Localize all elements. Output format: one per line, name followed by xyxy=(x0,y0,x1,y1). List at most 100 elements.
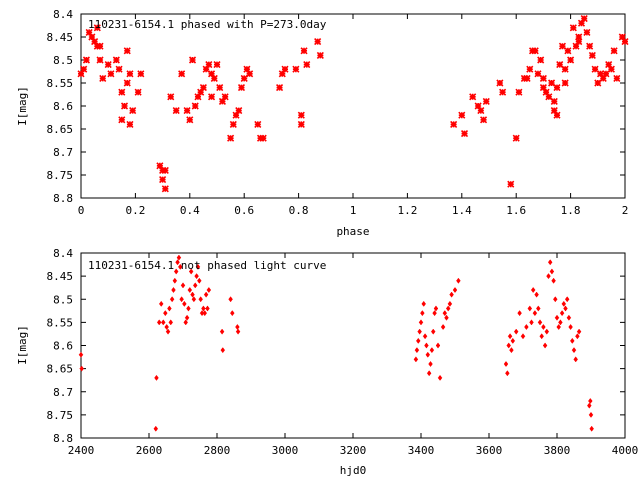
phased-data-point xyxy=(583,28,591,36)
unphased-data-point xyxy=(175,259,180,266)
phased-data-point xyxy=(575,38,583,46)
phased-x-tick-label: 0.2 xyxy=(125,204,145,217)
phased-data-point xyxy=(120,102,129,110)
phased-data-point xyxy=(235,107,243,115)
unphased-data-point xyxy=(554,314,560,321)
unphased-data-point xyxy=(447,300,453,307)
unphased-data-point xyxy=(588,411,594,418)
unphased-x-tick-label: 3400 xyxy=(408,444,435,457)
unphased-data-point xyxy=(568,323,573,331)
phased-data-point xyxy=(254,120,262,128)
unphased-y-tick-label: 8.55 xyxy=(47,316,74,329)
phased-data-point xyxy=(474,102,482,110)
unphased-y-tick-label: 8.6 xyxy=(53,340,73,353)
phased-data-point xyxy=(515,88,523,96)
unphased-data-point xyxy=(503,360,509,368)
unphased-data-point xyxy=(449,291,454,298)
unphased-data-point xyxy=(435,342,441,349)
unphased-data-point xyxy=(532,310,538,317)
unphased-data-point xyxy=(235,328,241,335)
unphased-data-point xyxy=(192,282,198,289)
phased-x-tick-label: 1.6 xyxy=(506,204,526,217)
unphased-x-ticks: 2400 2600 2800 3000 3200 3400 3600 3800 4000 xyxy=(68,253,638,457)
phased-data-point xyxy=(213,61,221,69)
unphased-data-point xyxy=(206,286,212,294)
phased-data-point xyxy=(618,33,626,41)
phased-x-tick-label: 1.4 xyxy=(452,204,472,217)
phased-data-point xyxy=(156,162,164,170)
phased-data-point xyxy=(556,61,564,69)
unphased-data-point xyxy=(413,356,419,363)
phased-x-tick-label: 0 xyxy=(78,204,85,217)
unphased-data-point xyxy=(437,374,443,381)
phased-data-point xyxy=(281,65,289,73)
phased-data-point xyxy=(610,47,618,55)
unphased-data-point xyxy=(589,425,594,432)
phased-data-point xyxy=(221,93,229,101)
unphased-data-point xyxy=(190,291,195,298)
unphased-data-point xyxy=(517,310,522,317)
phased-data-point xyxy=(496,79,504,87)
phased-data-point xyxy=(547,79,556,87)
unphased-data-point xyxy=(154,374,159,381)
unphased-x-tick-label: 2400 xyxy=(68,444,95,457)
unphased-y-tick-label: 8.4 xyxy=(53,247,73,260)
phased-data-point xyxy=(237,84,246,92)
phased-data-point xyxy=(178,70,186,78)
phased-data-point xyxy=(107,70,115,78)
phased-data-point xyxy=(588,51,596,59)
phased-data-point xyxy=(482,97,490,105)
phased-data-point xyxy=(112,56,120,64)
phased-data-point xyxy=(602,70,610,78)
unphased-data-point xyxy=(228,296,233,303)
phased-data-point xyxy=(569,24,577,32)
unphased-data-point xyxy=(507,333,513,340)
phased-data-point xyxy=(167,93,175,101)
phased-data-point xyxy=(572,42,580,50)
phased-data-point xyxy=(575,33,583,41)
phased-data-point xyxy=(207,70,216,78)
phased-data-point xyxy=(104,61,112,69)
unphased-data-point xyxy=(180,282,186,289)
unphased-data-point xyxy=(547,259,553,266)
unphased-data-point xyxy=(549,268,555,275)
unphased-data-point xyxy=(571,347,577,354)
phased-x-tick-label: 0.6 xyxy=(234,204,254,217)
phased-data-point xyxy=(246,70,254,78)
unphased-data-point xyxy=(542,342,548,349)
unphased-data-point xyxy=(505,370,510,377)
phased-data-point xyxy=(477,107,485,115)
unphased-data-point xyxy=(546,273,551,280)
phased-data-point xyxy=(218,97,227,105)
phased-data-point xyxy=(297,111,305,119)
phased-data-point xyxy=(596,70,605,78)
phased-data-point xyxy=(197,88,205,96)
unphased-data-point xyxy=(426,370,432,377)
unphased-data-point xyxy=(424,342,429,349)
phased-y-tick-label: 8.5 xyxy=(53,54,73,67)
unphased-data-point xyxy=(509,347,514,354)
phased-data-point xyxy=(216,84,224,92)
unphased-data-point xyxy=(178,263,183,270)
unphased-data-point xyxy=(416,337,421,344)
phased-data-point xyxy=(137,70,145,78)
unphased-data-point xyxy=(417,328,422,335)
phased-data-point xyxy=(85,28,93,36)
unphased-data-point xyxy=(445,305,451,312)
unphased-data-point xyxy=(429,347,435,354)
phased-data-point xyxy=(243,65,251,73)
unphased-x-tick-label: 2800 xyxy=(204,444,231,457)
unphased-data-point xyxy=(163,310,168,317)
unphased-data-point xyxy=(161,319,166,326)
phased-data-point xyxy=(227,134,235,142)
phased-y-tick-label: 8.75 xyxy=(47,169,74,182)
unphased-data-point xyxy=(179,296,184,303)
unphased-data-point xyxy=(534,291,539,298)
unphased-data-point xyxy=(524,323,529,331)
unphased-data-point xyxy=(202,310,208,317)
unphased-data-point xyxy=(153,425,159,432)
phased-data-point xyxy=(599,74,607,82)
phased-data-point xyxy=(577,19,586,27)
phased-data-point xyxy=(542,88,550,96)
phased-data-point xyxy=(300,47,308,55)
